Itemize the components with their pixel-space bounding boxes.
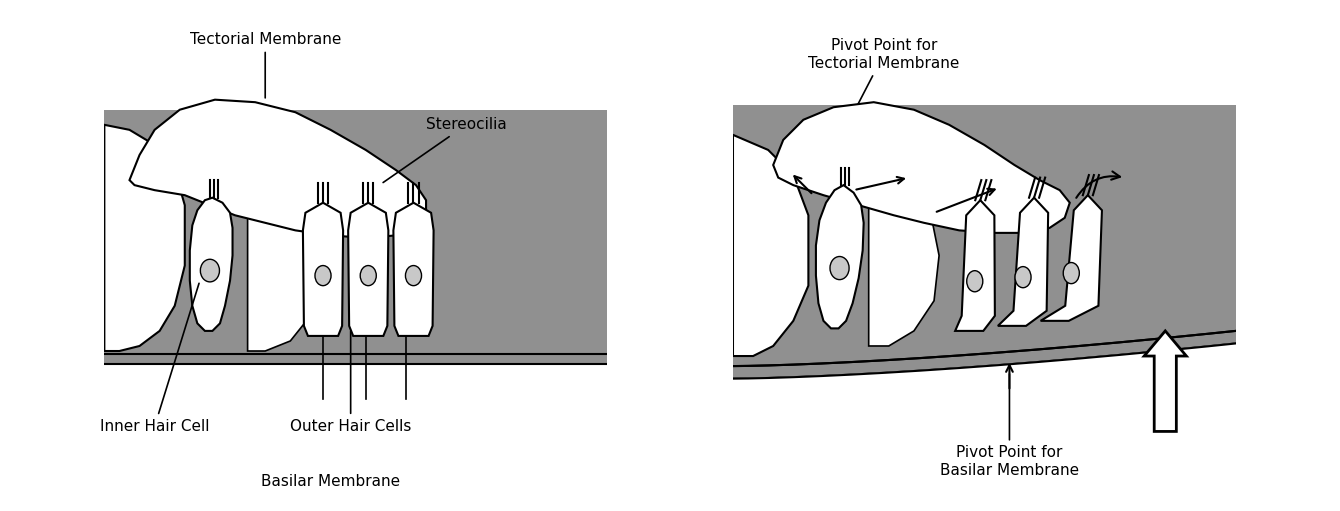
Ellipse shape: [829, 257, 850, 280]
Polygon shape: [733, 135, 808, 356]
Polygon shape: [190, 198, 233, 331]
Polygon shape: [816, 185, 864, 329]
Polygon shape: [998, 198, 1048, 326]
Bar: [733, 80, 1235, 406]
Bar: [105, 4, 607, 110]
Bar: [733, 4, 1235, 105]
Text: Pivot Point for
Tectorial Membrane: Pivot Point for Tectorial Membrane: [808, 38, 959, 188]
Polygon shape: [394, 203, 434, 336]
Ellipse shape: [966, 271, 982, 292]
Text: Basilar Membrane: Basilar Membrane: [261, 474, 401, 489]
Polygon shape: [1041, 195, 1101, 321]
Polygon shape: [105, 125, 185, 351]
Polygon shape: [303, 203, 343, 336]
Ellipse shape: [406, 266, 422, 286]
Text: Pivot Point for
Basilar Membrane: Pivot Point for Basilar Membrane: [939, 374, 1079, 478]
Polygon shape: [1144, 331, 1186, 431]
Bar: [733, 381, 1235, 507]
Text: Outer Hair Cells: Outer Hair Cells: [289, 331, 411, 434]
Text: Tectorial Membrane: Tectorial Membrane: [189, 32, 340, 98]
Bar: [105, 363, 607, 507]
Bar: [105, 105, 607, 366]
Text: Inner Hair Cell: Inner Hair Cell: [100, 283, 209, 434]
Ellipse shape: [315, 266, 331, 286]
Polygon shape: [130, 100, 426, 238]
Ellipse shape: [1014, 267, 1030, 288]
Text: Stereocilia: Stereocilia: [383, 118, 507, 182]
Ellipse shape: [360, 266, 377, 286]
Polygon shape: [955, 200, 994, 331]
Ellipse shape: [201, 259, 220, 282]
Polygon shape: [868, 165, 939, 346]
Polygon shape: [248, 180, 315, 351]
Polygon shape: [348, 203, 389, 336]
Polygon shape: [773, 102, 1069, 233]
Ellipse shape: [1063, 263, 1079, 284]
Polygon shape: [733, 343, 1235, 507]
